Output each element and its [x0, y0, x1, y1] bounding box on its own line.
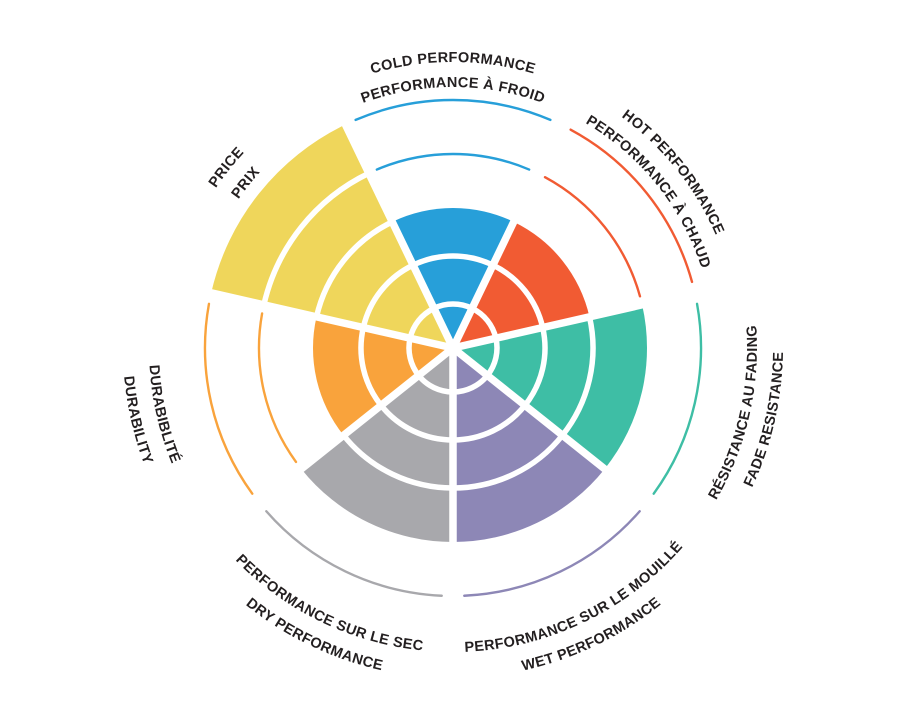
unfilled-ring-arc — [463, 510, 641, 597]
sector-durability — [203, 302, 453, 495]
sector-separator-line — [336, 112, 457, 350]
sector-separator-line — [449, 112, 570, 350]
sector-fill — [453, 304, 648, 469]
unfilled-ring-arc — [569, 128, 694, 284]
unfilled-ring-arc — [652, 302, 703, 495]
ring-divider-arc — [261, 170, 371, 306]
unfilled-ring-arc — [375, 152, 531, 171]
ring-divider-arc — [452, 403, 528, 443]
unfilled-ring-arc — [543, 176, 642, 298]
sector-separator-line — [198, 286, 454, 352]
sector-fill — [453, 348, 605, 542]
sector-separator-line — [452, 286, 708, 352]
ring-divider-arc — [522, 326, 548, 408]
ring-divider-arc — [360, 262, 415, 329]
sector-fill — [211, 124, 453, 348]
unfilled-ring-arc — [257, 312, 298, 464]
ring-divider-arc — [358, 326, 384, 408]
sector-separator-line — [247, 345, 456, 514]
ring-divider-arc — [452, 433, 565, 491]
sector-separator-line — [450, 345, 659, 514]
unfilled-ring-arc — [265, 510, 443, 597]
ring-divider-arc — [313, 219, 394, 318]
sector-fill — [301, 348, 453, 542]
ring-divider-arc — [378, 403, 454, 443]
sector-fill — [392, 207, 514, 348]
sector-price — [211, 124, 453, 348]
ring-divider-arc — [491, 262, 546, 329]
ring-divider-arc — [411, 253, 495, 268]
unfilled-ring-arc — [203, 302, 254, 495]
sector-fill — [312, 316, 453, 436]
ring-divider-arc — [560, 316, 596, 438]
ring-divider-arc — [341, 433, 454, 491]
unfilled-ring-arc — [354, 98, 552, 122]
